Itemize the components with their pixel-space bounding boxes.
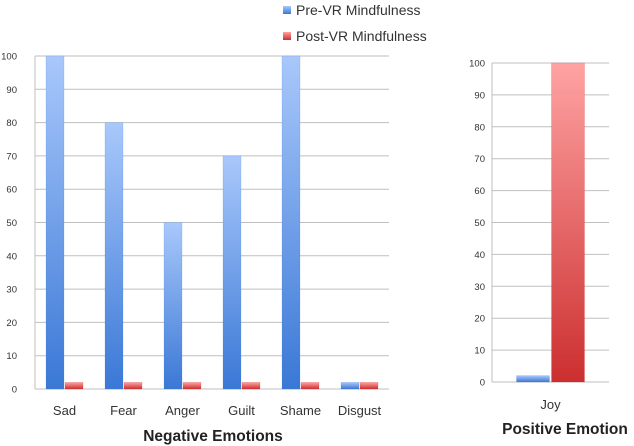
pos-ytick-label: 0 <box>480 378 485 389</box>
pos-ytick-label: 70 <box>474 154 485 165</box>
neg-ytick-label: 30 <box>6 285 17 296</box>
neg-ytick-label: 70 <box>6 151 17 162</box>
neg-category-label: Disgust <box>338 403 382 418</box>
legend-swatch-pre <box>283 6 291 14</box>
pos-ytick-label: 10 <box>474 346 485 357</box>
negative-emotions-chart: 0 10 20 30 40 50 60 70 80 90 100 Sad Fear Anger Guilt S… <box>1 52 389 445</box>
neg-bar-pre-shame <box>281 55 301 390</box>
neg-bar-pre-disgust <box>340 382 360 390</box>
neg-bar-post-anger <box>182 382 202 390</box>
neg-bar-post-sad <box>64 382 84 390</box>
legend-label-pre: Pre-VR Mindfulness <box>296 2 421 18</box>
pos-ytick-label: 100 <box>469 59 485 70</box>
neg-ytick-label: 60 <box>6 185 17 196</box>
legend-item-pre: Pre-VR Mindfulness <box>283 0 421 20</box>
neg-ytick-label: 50 <box>6 218 17 229</box>
neg-bar-pre-anger <box>163 222 183 390</box>
neg-category-label: Shame <box>280 403 321 418</box>
legend-label-post: Post-VR Mindfulness <box>296 28 427 44</box>
neg-category-label: Fear <box>110 403 137 418</box>
neg-bar-pre-sad <box>45 55 65 390</box>
neg-bar-post-shame <box>300 382 320 390</box>
pos-ytick-label: 30 <box>474 282 485 293</box>
neg-x-axis-title: Negative Emotions <box>143 428 283 445</box>
neg-bar-post-disgust <box>359 382 379 390</box>
pos-bar-pre-joy <box>516 375 550 383</box>
pos-x-axis-title: Positive Emotion <box>502 421 628 438</box>
pos-ytick-label: 20 <box>474 314 485 325</box>
neg-bar-post-fear <box>123 382 143 390</box>
pos-ytick-label: 60 <box>474 186 485 197</box>
pos-ytick-label: 90 <box>474 90 485 101</box>
positive-emotion-chart: 0 10 20 30 40 50 60 70 80 90 100 Joy Positive Emotio… <box>469 59 628 439</box>
neg-ytick-label: 0 <box>12 385 17 396</box>
pos-ytick-label: 40 <box>474 250 485 261</box>
neg-ytick-label: 20 <box>6 318 17 329</box>
pos-ytick-label: 50 <box>474 218 485 229</box>
pos-category-label: Joy <box>540 397 561 412</box>
neg-ytick-label: 80 <box>6 118 17 129</box>
neg-category-label: Anger <box>165 403 200 418</box>
neg-ytick-label: 10 <box>6 351 17 362</box>
pos-bar-post-joy <box>551 62 585 383</box>
neg-bar-pre-guilt <box>222 155 242 390</box>
pos-ytick-label: 80 <box>474 122 485 133</box>
neg-ytick-label: 40 <box>6 251 17 262</box>
neg-ytick-label: 90 <box>6 85 17 96</box>
neg-bar-post-guilt <box>241 382 261 390</box>
neg-bar-pre-fear <box>104 122 124 390</box>
legend-item-post: Post-VR Mindfulness <box>283 26 427 46</box>
neg-ytick-label: 100 <box>1 52 17 63</box>
neg-category-label: Sad <box>53 403 76 418</box>
legend-swatch-post <box>283 32 291 40</box>
neg-category-label: Guilt <box>228 403 255 418</box>
